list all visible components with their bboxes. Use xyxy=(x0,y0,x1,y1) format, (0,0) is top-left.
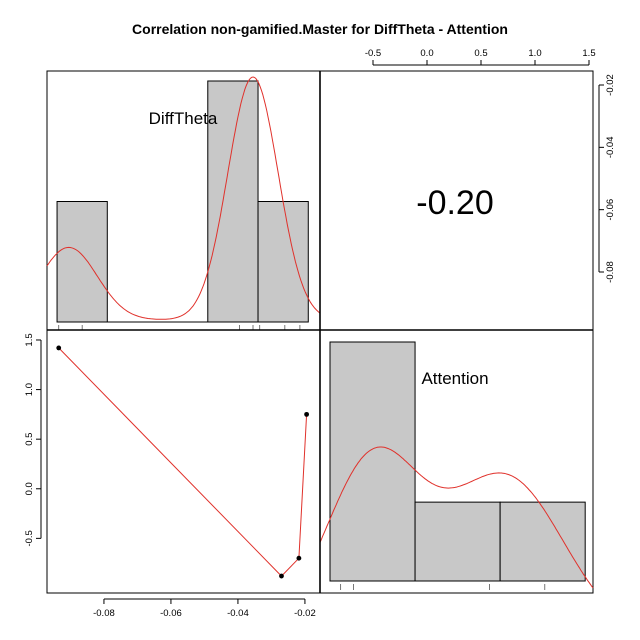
axes: -0.08 -0.06 -0.04 -0.02 1.5 1.0 0.5 0.0 -0.5 -0.5… xyxy=(24,48,616,619)
data-point xyxy=(296,555,302,561)
hist-bar xyxy=(56,201,108,323)
right-axis-tick-label: -0.08 xyxy=(605,261,616,283)
chart-title: Correlation non-gamified.Master for Diff… xyxy=(132,21,508,37)
density-curve xyxy=(46,76,321,320)
difftheta-histogram xyxy=(46,76,321,330)
data-point xyxy=(56,345,62,351)
data-point xyxy=(304,411,310,417)
smooth-line xyxy=(58,347,308,577)
bottom-axis-tick-label: -0.06 xyxy=(160,608,182,619)
density-curve xyxy=(319,446,594,589)
data-point xyxy=(279,573,284,579)
hist-bar xyxy=(329,341,416,582)
top-axis-tick-label: 0.5 xyxy=(474,48,487,59)
left-axis-tick-label: -0.5 xyxy=(24,530,35,546)
left-axis-tick-label: 1.5 xyxy=(24,333,35,346)
left-axis-tick-label: 1.0 xyxy=(24,383,35,396)
scatter-plot xyxy=(56,345,310,579)
right-axis-tick-label: -0.04 xyxy=(605,137,616,159)
top-axis-tick-label: 0.0 xyxy=(420,48,433,59)
panel-bottom-left xyxy=(46,329,321,594)
top-axis-tick-label: -0.5 xyxy=(365,48,381,59)
hist-bar xyxy=(414,501,501,582)
correlation-value: -0.20 xyxy=(416,184,494,222)
hist-bar xyxy=(499,501,586,582)
attention-histogram xyxy=(319,341,594,590)
left-axis-tick-label: 0.0 xyxy=(24,482,35,495)
bottom-axis-tick-label: -0.04 xyxy=(227,608,249,619)
variable-label-attention: Attention xyxy=(421,369,488,388)
bottom-axis-tick-label: -0.08 xyxy=(93,608,115,619)
right-axis-tick-label: -0.06 xyxy=(605,199,616,221)
hist-bar xyxy=(257,201,309,323)
top-axis-tick-label: 1.0 xyxy=(528,48,541,59)
variable-label-difftheta: DiffTheta xyxy=(149,109,218,128)
left-axis-tick-label: 0.5 xyxy=(24,433,35,446)
top-axis-tick-label: 1.5 xyxy=(582,48,595,59)
right-axis-tick-label: -0.02 xyxy=(605,74,616,96)
bottom-axis-tick-label: -0.02 xyxy=(294,608,316,619)
